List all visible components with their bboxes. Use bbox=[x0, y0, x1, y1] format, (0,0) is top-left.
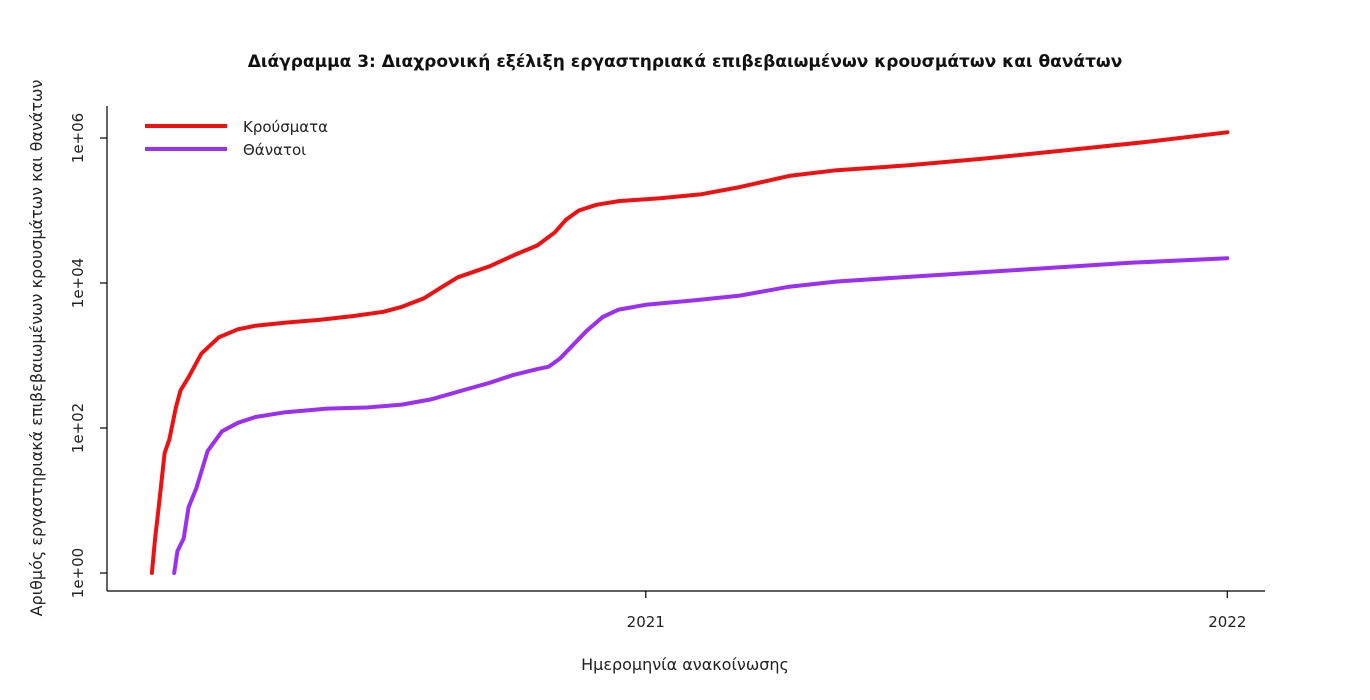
series-lines bbox=[149, 130, 1230, 575]
legend-label-cases: Κρούσματα bbox=[243, 118, 328, 136]
x-tick-label: 2021 bbox=[627, 613, 665, 631]
y-tick-label: 1e+00 bbox=[69, 548, 87, 598]
legend: Κρούσματα Θάνατοι bbox=[145, 118, 328, 159]
axis-ticks: 1e+00 1e+02 1e+04 1e+06 2021 2022 bbox=[69, 113, 1246, 631]
y-tick-label: 1e+06 bbox=[69, 113, 87, 163]
legend-label-deaths: Θάνατοι bbox=[243, 141, 306, 159]
x-axis-label: Ημερομηνία ανακοίνωσης bbox=[581, 655, 789, 674]
deaths-line bbox=[172, 256, 1230, 575]
x-tick-label: 2022 bbox=[1208, 613, 1246, 631]
y-axis-label: Αριθμός εργαστηριακά επιβεβαιωμένων κρου… bbox=[27, 80, 46, 617]
y-tick-label: 1e+04 bbox=[69, 258, 87, 308]
chart-title: Διάγραμμα 3: Διαχρονική εξέλιξη εργαστηρ… bbox=[248, 52, 1123, 72]
y-tick-label: 1e+02 bbox=[69, 403, 87, 453]
cases-line bbox=[149, 130, 1230, 575]
